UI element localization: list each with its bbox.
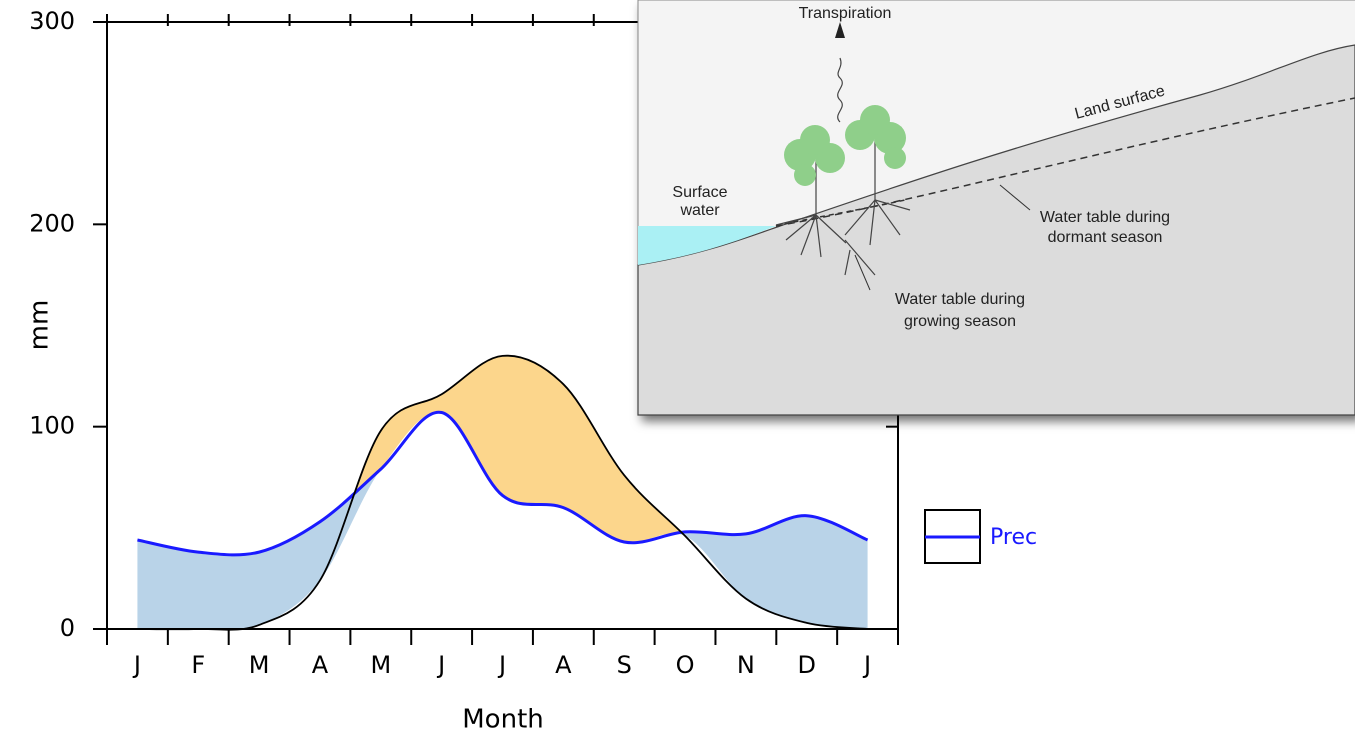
diagram-label: dormant season xyxy=(1048,229,1163,246)
x-tick-label: O xyxy=(676,651,695,679)
chart: 0 100 200 300 J F M A M J J A S O N D J mm Month Prec Tr… xyxy=(0,0,1355,735)
x-tick-label: M xyxy=(370,651,391,679)
x-tick-label: J xyxy=(132,651,141,679)
x-axis-label: Month xyxy=(462,705,544,735)
x-tick-label: J xyxy=(497,651,506,679)
y-tick-label: 0 xyxy=(60,614,75,642)
legend: Prec xyxy=(925,510,1037,563)
x-tick-label: M xyxy=(249,651,270,679)
diagram: Transpiration Land surface Surface water… xyxy=(638,0,1355,415)
x-tick-label: F xyxy=(191,651,205,679)
x-tick-label: A xyxy=(312,651,329,679)
diagram-label: water xyxy=(679,202,720,219)
x-tick-label: J xyxy=(862,651,871,679)
y-tick-label: 100 xyxy=(29,412,75,440)
x-tick-label: J xyxy=(436,651,445,679)
x-tick-label: A xyxy=(555,651,572,679)
diagram-label: growing season xyxy=(904,313,1016,330)
diagram-label: Surface xyxy=(672,184,727,201)
legend-label: Prec xyxy=(990,525,1037,550)
x-tick-label: S xyxy=(617,651,632,679)
diagram-label: Water table during xyxy=(895,291,1025,308)
page: {"chart_data": {"type": "line", "categor… xyxy=(0,0,1355,735)
y-axis-label: mm xyxy=(25,300,55,351)
diagram-label: Water table during xyxy=(1040,209,1170,226)
x-tick-label: D xyxy=(797,651,815,679)
diagram-label: Transpiration xyxy=(799,5,892,22)
y-tick-label: 300 xyxy=(29,7,75,35)
x-tick-label: N xyxy=(737,651,755,679)
y-tick-label: 200 xyxy=(29,209,75,237)
